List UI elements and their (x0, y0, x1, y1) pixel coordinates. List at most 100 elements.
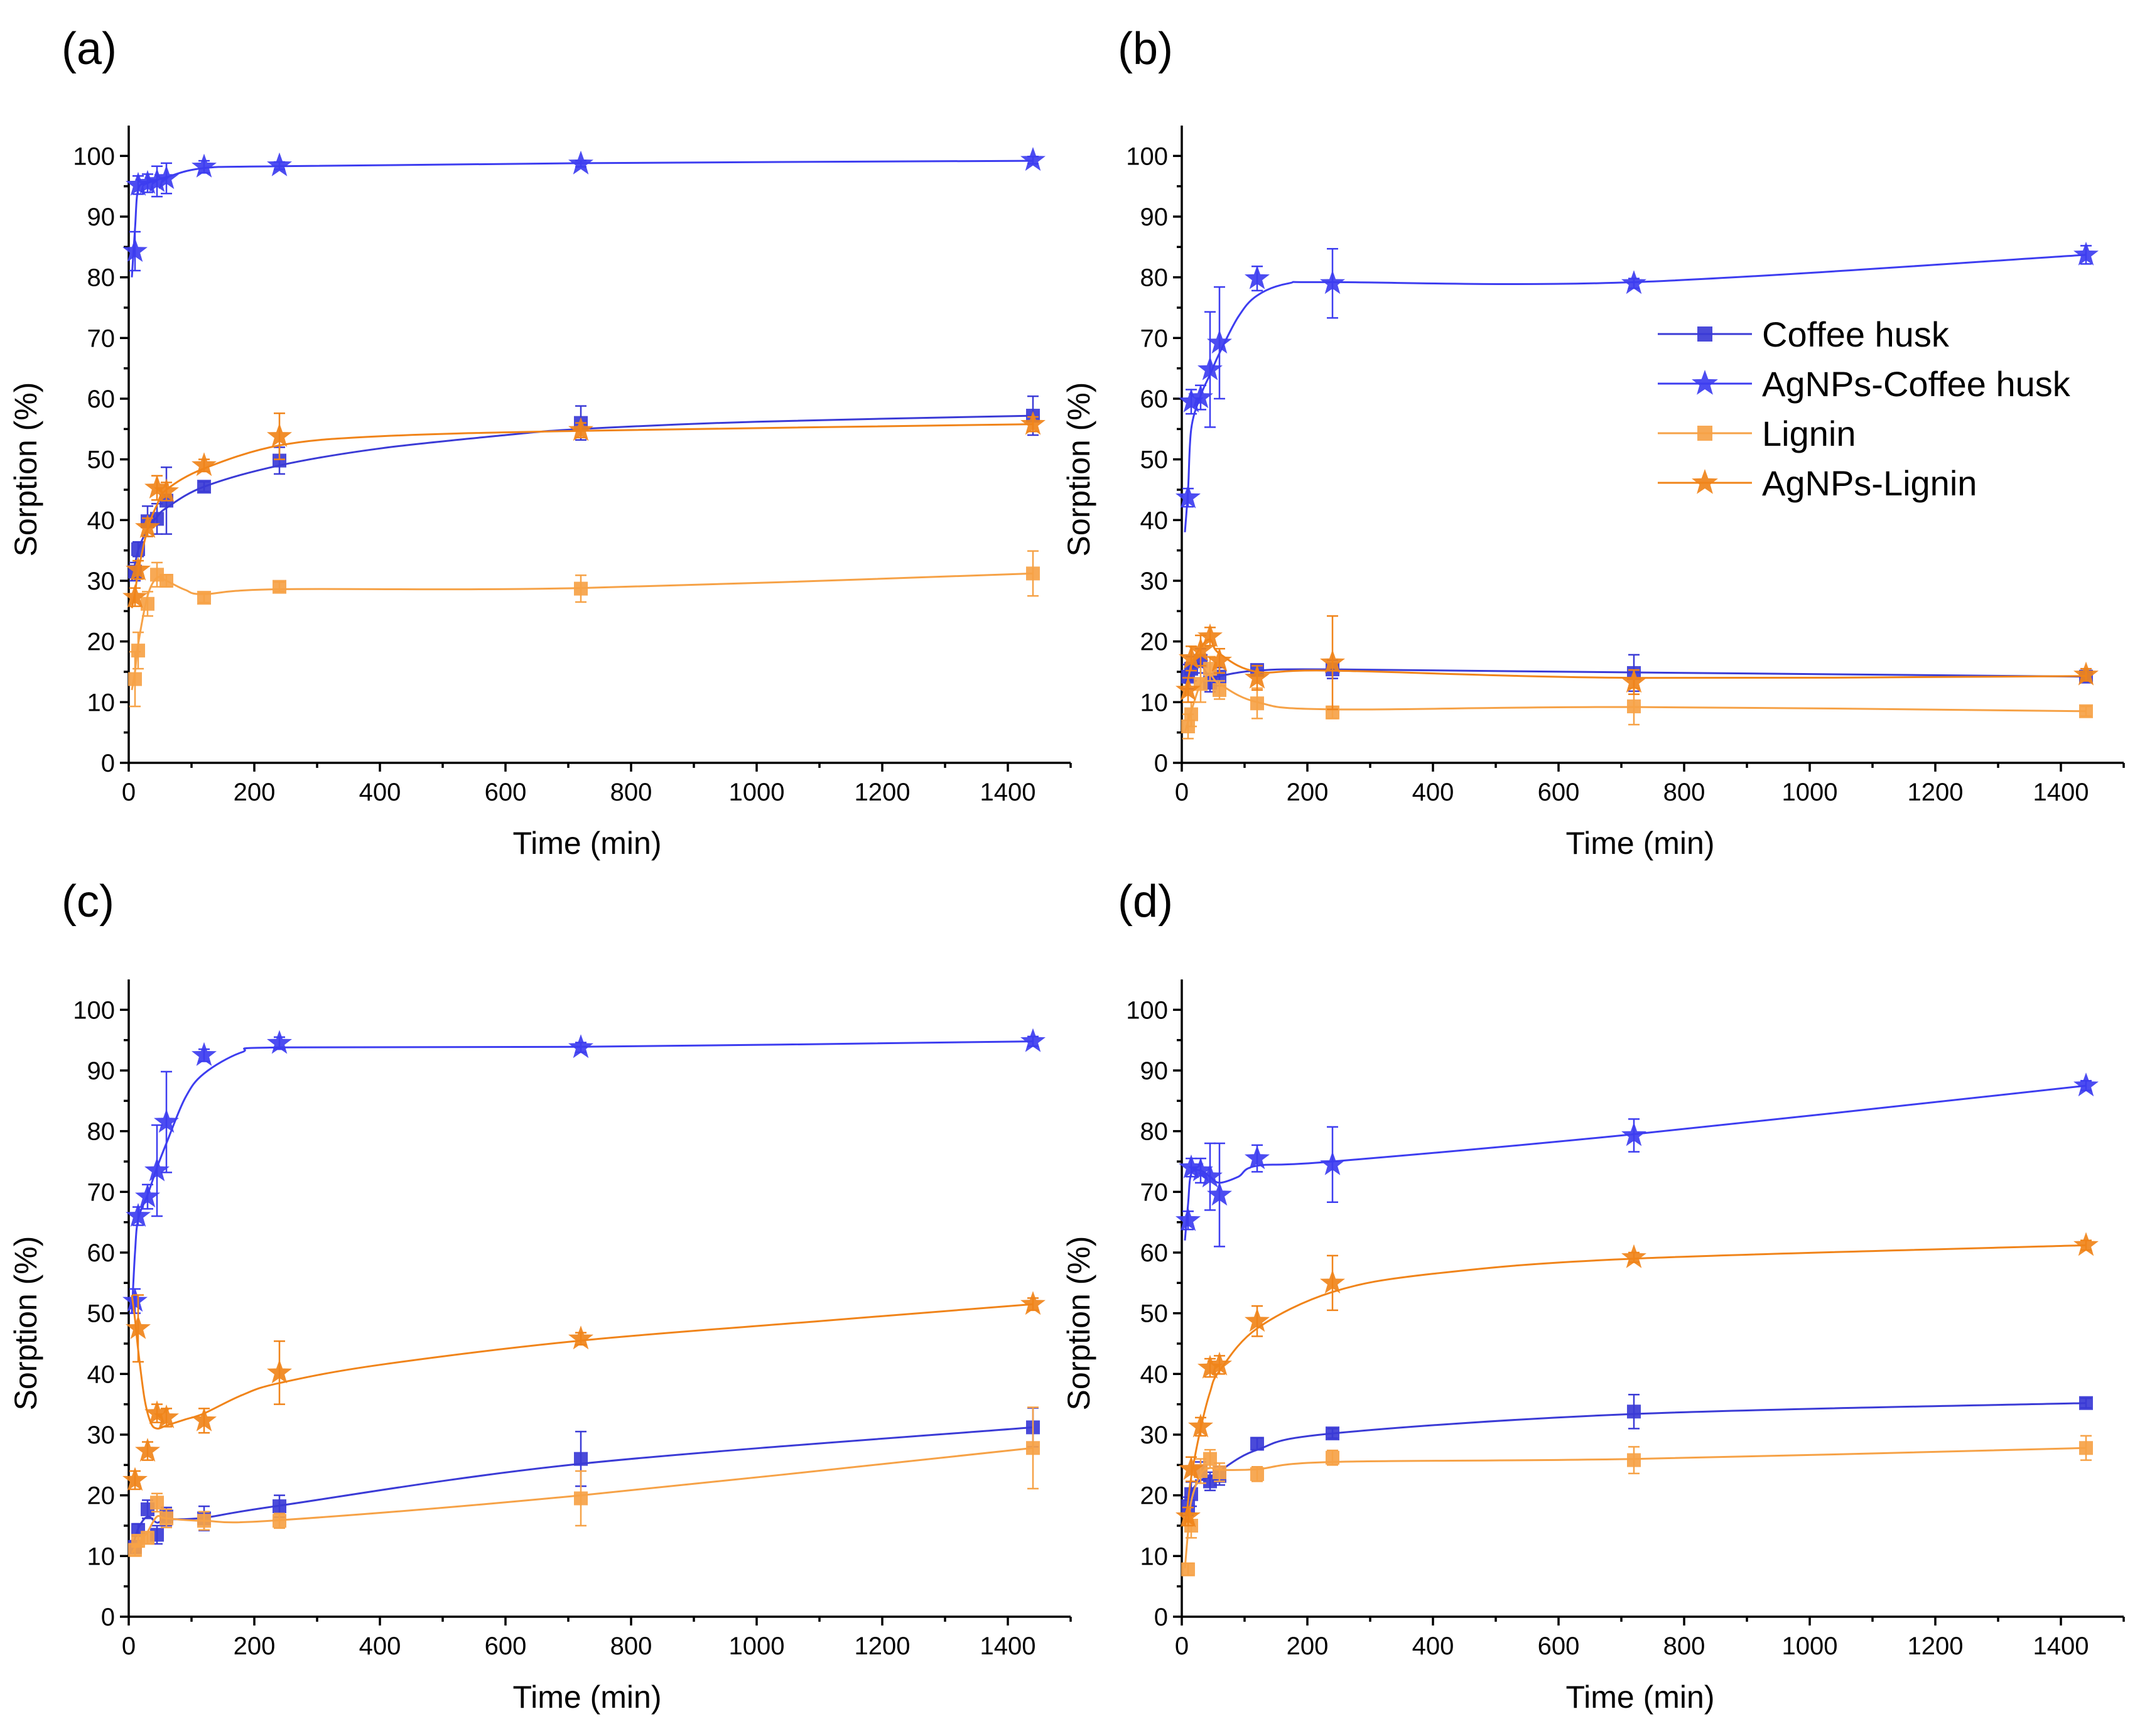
data-point (150, 1496, 164, 1510)
legend-label: AgNPs-Lignin (1762, 463, 1977, 503)
x-tick-label: 0 (1175, 1632, 1189, 1660)
data-point (1197, 356, 1223, 380)
x-tick-label: 600 (1538, 1632, 1580, 1660)
data-point (1026, 566, 1040, 581)
series-line (1184, 254, 2087, 532)
data-point (1020, 411, 1046, 435)
data-point (126, 1315, 151, 1339)
data-point (1197, 1354, 1223, 1379)
x-tick-label: 200 (234, 1632, 276, 1660)
data-point (1179, 388, 1204, 412)
data-point (1250, 1437, 1264, 1451)
x-tick-label: 1000 (729, 779, 785, 806)
data-point (144, 1400, 170, 1425)
data-point (131, 644, 145, 658)
x-axis-title: Time (min) (1565, 1679, 1714, 1715)
data-point (1320, 270, 1345, 294)
y-tick-label: 90 (87, 203, 116, 231)
y-tick-label: 30 (1140, 568, 1169, 595)
x-tick-label: 1200 (1908, 779, 1964, 806)
series-lignin (128, 550, 1040, 708)
series-agnps-coffee-husk (122, 147, 1046, 278)
y-tick-label: 40 (1140, 1361, 1169, 1388)
data-point (574, 1491, 588, 1506)
x-tick-label: 800 (610, 779, 652, 806)
y-tick-label: 20 (1140, 1482, 1169, 1510)
data-point (135, 170, 160, 194)
data-point (1320, 1270, 1345, 1294)
y-tick-label: 90 (1140, 203, 1169, 231)
x-tick-label: 400 (1412, 779, 1454, 806)
x-tick-label: 0 (1175, 779, 1189, 806)
data-point (126, 556, 151, 581)
data-point (1621, 669, 1646, 693)
legend-label: AgNPs-Coffee husk (1762, 364, 2071, 404)
panel-label: (d) (1118, 876, 1173, 927)
y-tick-label: 80 (87, 264, 116, 292)
x-tick-label: 1400 (980, 779, 1036, 806)
data-point (126, 171, 151, 196)
y-tick-label: 40 (87, 507, 116, 534)
series-line (131, 1040, 1034, 1313)
data-point (1197, 1163, 1223, 1188)
y-tick-label: 90 (87, 1057, 116, 1085)
data-point (1245, 1308, 1270, 1332)
data-point (150, 512, 164, 526)
x-tick-label: 200 (1287, 1632, 1329, 1660)
data-point (1245, 1145, 1270, 1170)
y-tick-label: 100 (1126, 996, 1168, 1024)
series-line (1184, 1084, 2087, 1241)
data-point (192, 153, 217, 178)
y-tick-label: 40 (87, 1361, 116, 1388)
data-point (568, 1325, 593, 1350)
data-point (273, 580, 286, 594)
data-point (135, 1438, 160, 1462)
data-point (267, 1359, 292, 1384)
data-point (144, 168, 170, 192)
data-point (1207, 647, 1232, 672)
series-agnps-coffee-husk (1176, 241, 2099, 532)
data-point (1213, 1465, 1226, 1479)
x-tick-label: 800 (610, 1632, 652, 1660)
data-point (192, 452, 217, 477)
data-point (192, 1407, 217, 1431)
data-point (1207, 330, 1232, 354)
data-point (1326, 1426, 1339, 1441)
y-tick-label: 20 (87, 628, 116, 656)
y-tick-label: 10 (1140, 689, 1169, 716)
series-agnps-lignin (1176, 615, 2099, 711)
series-line (1184, 1447, 2087, 1568)
y-tick-label: 80 (1140, 1118, 1169, 1146)
series-lignin (128, 1406, 1040, 1557)
series-coffee-husk (128, 1407, 1040, 1554)
series-lignin (1181, 1435, 2093, 1577)
y-tick-label: 40 (1140, 507, 1169, 534)
y-tick-label: 60 (87, 1239, 116, 1267)
panel-label: (b) (1118, 24, 1173, 74)
data-point (1207, 1351, 1232, 1376)
data-point (122, 584, 148, 608)
data-point (1184, 707, 1198, 721)
data-point (122, 1288, 148, 1312)
data-point (135, 514, 160, 538)
x-axis-title: Time (min) (512, 1679, 661, 1715)
series-agnps-lignin (122, 411, 1046, 608)
series-line (131, 423, 1034, 608)
data-point (267, 152, 292, 176)
data-point (2079, 704, 2093, 718)
x-tick-label: 1200 (855, 1632, 911, 1660)
x-tick-label: 1000 (729, 1632, 785, 1660)
y-tick-label: 70 (1140, 325, 1169, 352)
data-point (197, 1514, 211, 1528)
data-point (197, 480, 211, 494)
data-point (273, 453, 286, 468)
data-point (574, 1452, 588, 1466)
series-agnps-coffee-husk (1176, 1072, 2099, 1248)
y-tick-label: 0 (101, 1604, 115, 1631)
data-point (159, 1511, 173, 1526)
x-axis-title: Time (min) (1565, 826, 1714, 861)
y-tick-label: 30 (1140, 1421, 1169, 1449)
